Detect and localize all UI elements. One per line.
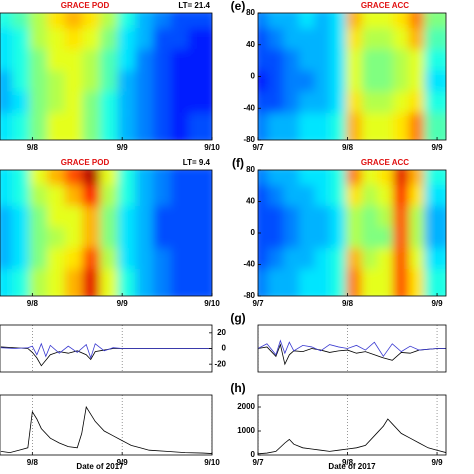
x-axis-label: Date of 2017 bbox=[328, 462, 376, 471]
lines bbox=[0, 325, 212, 372]
y-tick-label: 40 bbox=[246, 197, 255, 206]
heat-cell bbox=[424, 269, 446, 296]
x-tick-label: 9/8 bbox=[342, 143, 354, 152]
series-line bbox=[0, 342, 212, 360]
y-tick-label: 0 bbox=[251, 450, 256, 459]
panel-label: (e) bbox=[231, 0, 246, 13]
x-tick-label: 9/7 bbox=[252, 299, 264, 308]
x-tick-label: 9/7 bbox=[252, 458, 264, 467]
heatmap bbox=[258, 170, 446, 296]
x-tick-label: 9/10 bbox=[204, 299, 220, 308]
x-tick-label: 9/8 bbox=[27, 299, 39, 308]
x-tick-label: 9/9 bbox=[431, 299, 443, 308]
x-tick-label: 9/9 bbox=[117, 458, 129, 467]
plot-frame bbox=[257, 394, 447, 456]
series-line bbox=[258, 343, 446, 366]
x-tick-label: 9/9 bbox=[431, 143, 443, 152]
heatmap bbox=[0, 13, 212, 140]
panel-title: GRACE ACC bbox=[361, 1, 409, 10]
lines bbox=[258, 395, 446, 455]
heatmap-cells bbox=[0, 170, 212, 296]
x-tick-label: 9/9 bbox=[431, 458, 443, 467]
x-tick-label: 9/10 bbox=[204, 143, 220, 152]
y-tick-label: -80 bbox=[243, 291, 255, 300]
y-tick-label: 2000 bbox=[237, 402, 255, 411]
panel-title: GRACE POD bbox=[61, 1, 110, 10]
series-line bbox=[0, 405, 212, 454]
y-tick-label: -20 bbox=[214, 359, 226, 368]
series-line bbox=[258, 418, 446, 455]
x-tick-label: 9/9 bbox=[117, 143, 129, 152]
x-tick-label: 9/7 bbox=[252, 143, 264, 152]
y-tick-label: -80 bbox=[243, 135, 255, 144]
heat-cell bbox=[188, 112, 212, 140]
x-axis-label: Date of 2017 bbox=[76, 462, 124, 471]
y-tick-label: 1000 bbox=[237, 426, 255, 435]
x-tick-label: 9/8 bbox=[342, 458, 354, 467]
plot-frame bbox=[257, 324, 447, 373]
lines bbox=[0, 395, 212, 455]
x-tick-label: 9/8 bbox=[27, 143, 39, 152]
y-tick-label: -40 bbox=[243, 103, 255, 112]
series-line bbox=[258, 339, 446, 358]
y-tick-label: 80 bbox=[246, 8, 255, 17]
annotation: LT= 9.4 bbox=[183, 158, 211, 167]
annotation: LT= 21.4 bbox=[178, 1, 210, 10]
heat-cell bbox=[188, 269, 212, 296]
plot-frame bbox=[0, 169, 213, 297]
lines bbox=[258, 325, 446, 372]
plot-frame bbox=[0, 12, 213, 141]
x-tick-label: 9/8 bbox=[27, 458, 39, 467]
heat-cell bbox=[424, 112, 446, 140]
y-tick-label: 0 bbox=[222, 344, 227, 353]
panel-title: GRACE ACC bbox=[361, 158, 409, 167]
panel-title: GRACE POD bbox=[61, 158, 110, 167]
x-tick-label: 9/9 bbox=[117, 299, 129, 308]
y-tick-label: 80 bbox=[246, 165, 255, 174]
y-tick-label: -40 bbox=[243, 260, 255, 269]
heatmap bbox=[0, 170, 212, 296]
heatmap-cells bbox=[0, 13, 212, 140]
y-tick-label: 40 bbox=[246, 40, 255, 49]
panel-label: (g) bbox=[230, 311, 245, 325]
x-tick-label: 9/10 bbox=[204, 458, 220, 467]
y-tick-label: 0 bbox=[251, 72, 256, 81]
y-tick-label: 0 bbox=[251, 228, 256, 237]
plot-frame bbox=[0, 394, 213, 456]
y-tick-label: 20 bbox=[217, 328, 226, 337]
heatmap-cells bbox=[258, 13, 446, 140]
panel-label: (h) bbox=[230, 381, 245, 395]
x-tick-label: 9/8 bbox=[342, 299, 354, 308]
heatmap-cells bbox=[258, 170, 446, 296]
heatmap bbox=[258, 13, 446, 140]
panel-label: (f) bbox=[232, 156, 244, 170]
